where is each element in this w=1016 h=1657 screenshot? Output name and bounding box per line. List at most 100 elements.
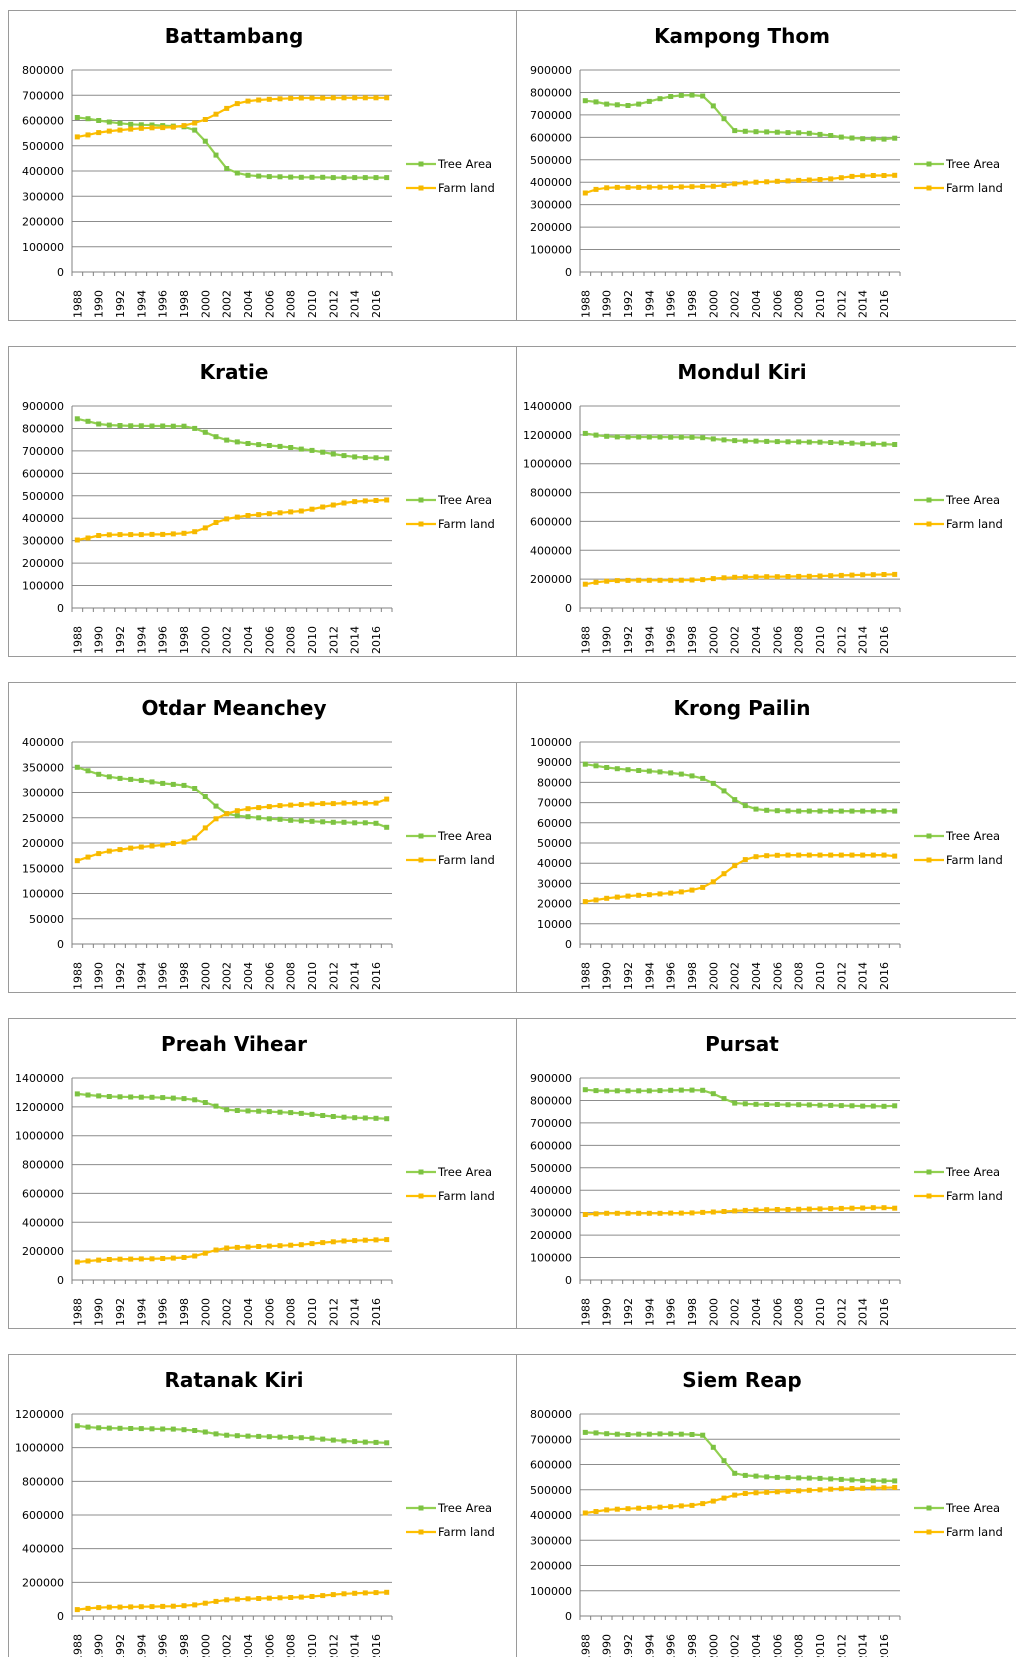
tree-area-point — [234, 170, 240, 176]
y-tick-label: 1000000 — [15, 1130, 64, 1143]
x-tick-label: 1996 — [665, 290, 678, 318]
x-tick-label: 2016 — [878, 1298, 891, 1326]
farm-land-point — [806, 177, 812, 183]
tree-area-point — [668, 770, 674, 776]
tree-area-point — [213, 1431, 219, 1437]
tree-area-point — [860, 136, 866, 142]
tree-area-point — [732, 128, 738, 134]
tree-area-point — [636, 1088, 642, 1094]
tree-area-point — [181, 782, 187, 788]
chart-panel: Kampong Thom 0 100000 200000 300000 400000 500… — [516, 10, 1016, 321]
tree-area-point — [266, 816, 272, 822]
farm-land-point — [288, 1595, 294, 1600]
x-tick-label: 2002 — [221, 962, 234, 990]
x-tick-label: 2002 — [729, 1298, 742, 1326]
farm-land-point — [160, 1603, 166, 1609]
farm-land-point — [74, 858, 80, 864]
tree-area-point — [170, 1095, 176, 1101]
farm-land-point — [710, 576, 716, 582]
y-tick-label: 150000 — [22, 862, 64, 875]
x-tick-label: 2004 — [750, 626, 763, 654]
x-tick-label: 2000 — [199, 1634, 212, 1657]
farm-land-point — [625, 893, 631, 899]
x-tick-label: 2000 — [199, 962, 212, 990]
x-tick-label: 1990 — [93, 1634, 106, 1657]
tree-area-point — [245, 441, 251, 446]
farm-land-point — [224, 105, 230, 111]
y-tick-label: 0 — [565, 938, 572, 951]
tree-area-point — [234, 439, 240, 445]
legend-marker — [418, 1505, 424, 1511]
x-tick-label: 2010 — [814, 1634, 827, 1657]
legend-marker — [926, 1193, 932, 1199]
tree-area-point — [277, 174, 283, 180]
x-tick-label: 2008 — [285, 1634, 298, 1657]
x-tick-label: 2008 — [793, 626, 806, 654]
x-tick-label: 1996 — [157, 1634, 170, 1657]
farm-land-point — [74, 134, 80, 140]
tree-area-point — [330, 451, 336, 457]
x-tick-label: 2000 — [199, 1298, 212, 1326]
x-tick-label: 1990 — [601, 962, 614, 990]
x-tick-label: 1998 — [178, 1634, 191, 1657]
farm-land-point — [117, 1256, 123, 1262]
farm-land-point — [678, 184, 684, 190]
tree-area-point — [192, 127, 198, 133]
tree-area-point — [646, 98, 652, 104]
farm-land-point — [202, 1600, 208, 1606]
tree-area-point — [74, 115, 80, 120]
y-tick-label: 40000 — [537, 857, 572, 870]
tree-area-point — [160, 1095, 166, 1101]
tree-area-point — [202, 1100, 208, 1105]
tree-area-point — [298, 174, 304, 180]
tree-area-point — [604, 765, 610, 770]
tree-area-point — [849, 1103, 855, 1109]
x-tick-label: 2014 — [857, 962, 870, 990]
y-tick-label: 800000 — [22, 1159, 64, 1172]
y-tick-label: 100000 — [22, 241, 64, 254]
farm-land-point — [138, 844, 144, 850]
tree-area-point — [614, 434, 620, 440]
farm-land-point — [192, 835, 198, 841]
tree-area-point — [753, 129, 759, 135]
farm-land-point — [213, 1598, 219, 1604]
farm-land-point — [234, 514, 240, 520]
farm-land-point — [160, 842, 166, 848]
farm-land-point — [309, 1594, 315, 1599]
tree-area-point — [817, 1102, 823, 1108]
tree-area-point — [785, 1475, 791, 1481]
farm-land-point — [668, 890, 674, 896]
y-tick-label: 0 — [57, 266, 64, 279]
farm-land-point — [341, 500, 347, 506]
legend-tree-area: Tree Area — [437, 493, 492, 507]
farm-land-point — [689, 887, 695, 893]
tree-area-point — [838, 1476, 844, 1482]
farm-land-point — [668, 577, 674, 583]
chart-title: Ratanak Kiri — [164, 1368, 303, 1392]
farm-land-point — [614, 1210, 620, 1216]
tree-area-point — [277, 1109, 283, 1115]
tree-area-point — [646, 1088, 652, 1094]
x-tick-label: 2002 — [729, 962, 742, 990]
x-tick-label: 1996 — [157, 962, 170, 990]
y-tick-label: 200000 — [530, 221, 572, 234]
y-tick-label: 900000 — [530, 64, 572, 77]
tree-area-point — [614, 1431, 620, 1437]
y-tick-label: 400000 — [22, 1216, 64, 1229]
farm-land-point — [764, 853, 770, 859]
farm-land-point — [721, 575, 727, 581]
tree-area-point — [796, 808, 802, 814]
tree-area-point — [764, 438, 770, 444]
y-tick-label: 400000 — [22, 165, 64, 178]
tree-area-point — [860, 808, 866, 814]
chart-title: Siem Reap — [682, 1368, 801, 1392]
farm-land-point — [689, 1502, 695, 1508]
x-tick-label: 2006 — [771, 626, 784, 654]
tree-area-point — [224, 1107, 230, 1113]
farm-land-point — [85, 1258, 91, 1264]
tree-area-point — [128, 423, 134, 429]
tree-area-point — [256, 1108, 262, 1114]
farm-land-point — [593, 1211, 599, 1217]
farm-land-point — [170, 1255, 176, 1261]
farm-land-point — [625, 1210, 631, 1216]
